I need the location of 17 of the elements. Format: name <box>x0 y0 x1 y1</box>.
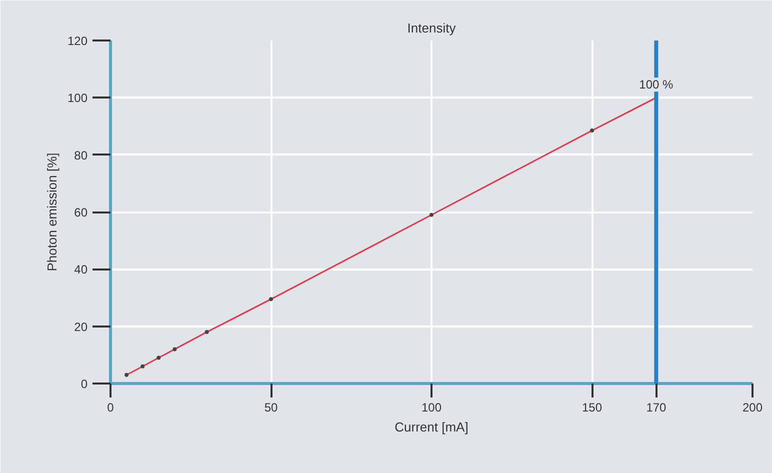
x-tick-label: 100 <box>421 400 442 414</box>
annotation: 100 % <box>639 78 674 92</box>
x-tick-label: 150 <box>582 400 602 414</box>
y-tick-label: 60 <box>74 206 88 220</box>
y-axis-title: Photon emission [%] <box>44 152 60 272</box>
y-tick-label: 80 <box>74 148 88 162</box>
x-tick-label: 200 <box>742 400 763 414</box>
y-tick-label: 20 <box>74 320 88 334</box>
y-tick-label: 120 <box>67 34 88 48</box>
y-tick-label: 0 <box>80 377 88 391</box>
y-tick-label: 100 <box>67 91 88 106</box>
y-tick-label: 40 <box>74 262 88 277</box>
x-tick-label: 0 <box>107 400 114 414</box>
chart-title: Intensity <box>407 20 456 36</box>
x-tick-label: 50 <box>264 400 278 414</box>
ref-line-label: 170 <box>646 400 667 414</box>
x-axis-title: Current [mA] <box>394 420 468 434</box>
